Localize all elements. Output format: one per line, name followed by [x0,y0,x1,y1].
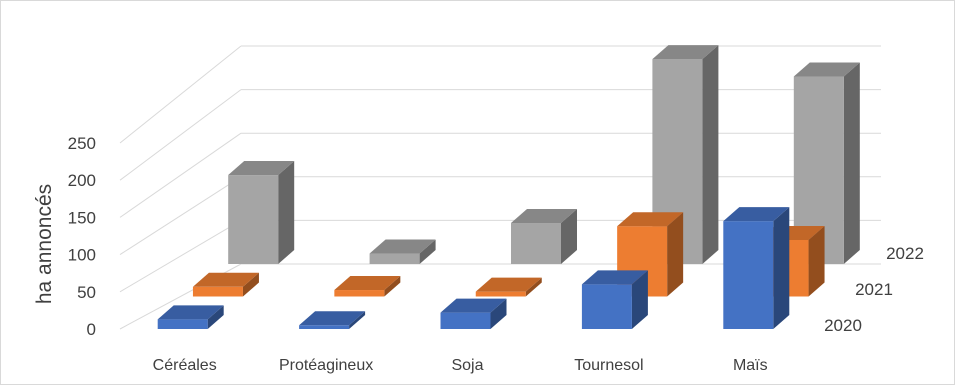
bar-top [369,239,436,254]
bar-top [617,212,684,227]
bar-top [793,62,860,77]
bar-top [228,161,295,176]
bar-side [349,311,366,329]
y-tick-label: 50 [77,283,96,302]
bar-front [475,291,526,297]
series-label: 2022 [886,244,924,263]
y-tick-label: 200 [68,171,96,190]
gridline-side [119,89,242,181]
category-labels: Céréales Protéagineux Soja Tournesol Maïs [153,357,768,374]
bar-side [419,239,436,264]
bar-front [228,175,279,264]
bar-side [843,62,860,264]
bar-2020-4 [723,207,790,329]
bar-side [242,272,259,297]
bar-top [475,277,542,292]
y-axis-title: ha annoncés [33,184,56,304]
gridline-side [119,132,242,218]
gridlines [119,45,881,330]
bar-2020-1 [299,311,366,329]
y-axis-ticks: 0 50 100 150 200 250 [68,134,96,339]
bar-top [192,272,259,287]
y-tick-label: 250 [68,134,96,153]
series-label: 2020 [824,316,862,335]
bar-2021-1 [334,276,401,297]
bar-front [334,290,385,297]
bar-2021-0 [192,272,259,297]
bar-top [334,276,401,291]
bar-top [511,209,577,224]
bar-top [299,311,366,326]
bar-2020-0 [157,305,224,329]
bar-side [667,212,684,297]
series-label: 2021 [855,280,893,299]
gridline-side [119,45,242,144]
category-label: Céréales [153,357,217,374]
bar-2021-2 [475,277,542,297]
bar-2022-2 [511,209,577,264]
bar-2020-3 [581,270,648,329]
bar-side [561,209,577,264]
bar-side [773,207,790,329]
bar-front [723,221,774,329]
category-label: Tournesol [574,357,643,374]
category-label: Protéagineux [279,357,373,374]
series-labels: 2020 2021 2022 [824,244,924,335]
bar-front [192,286,243,297]
bar-side [525,277,542,297]
bars [157,45,860,329]
bar-front [440,312,491,329]
category-label: Soja [451,357,483,374]
bar-top [652,45,719,60]
category-label: Maïs [733,357,768,374]
bar-front [157,319,208,329]
bar-side [702,45,719,264]
bar-side [808,225,825,297]
bar-side [384,276,401,297]
bar-top [157,305,224,320]
bar-2022-0 [228,161,295,264]
bar-top [581,270,648,285]
bar-top [723,207,790,222]
bar-side [278,161,295,264]
y-tick-label: 150 [68,208,96,227]
y-tick-label: 100 [68,246,96,265]
bar-front [369,253,420,264]
bar-2022-1 [369,239,436,264]
bar-side [631,270,648,329]
gridline-side [119,219,242,293]
bar-side [207,305,224,329]
y-tick-label: 0 [87,320,96,339]
bar-2020-2 [440,298,507,329]
gridline-side [119,176,242,256]
bar-front [511,223,561,264]
bar-front [299,325,350,329]
bar-top [440,298,507,313]
bar-front [581,284,632,329]
bar-side [490,298,507,329]
